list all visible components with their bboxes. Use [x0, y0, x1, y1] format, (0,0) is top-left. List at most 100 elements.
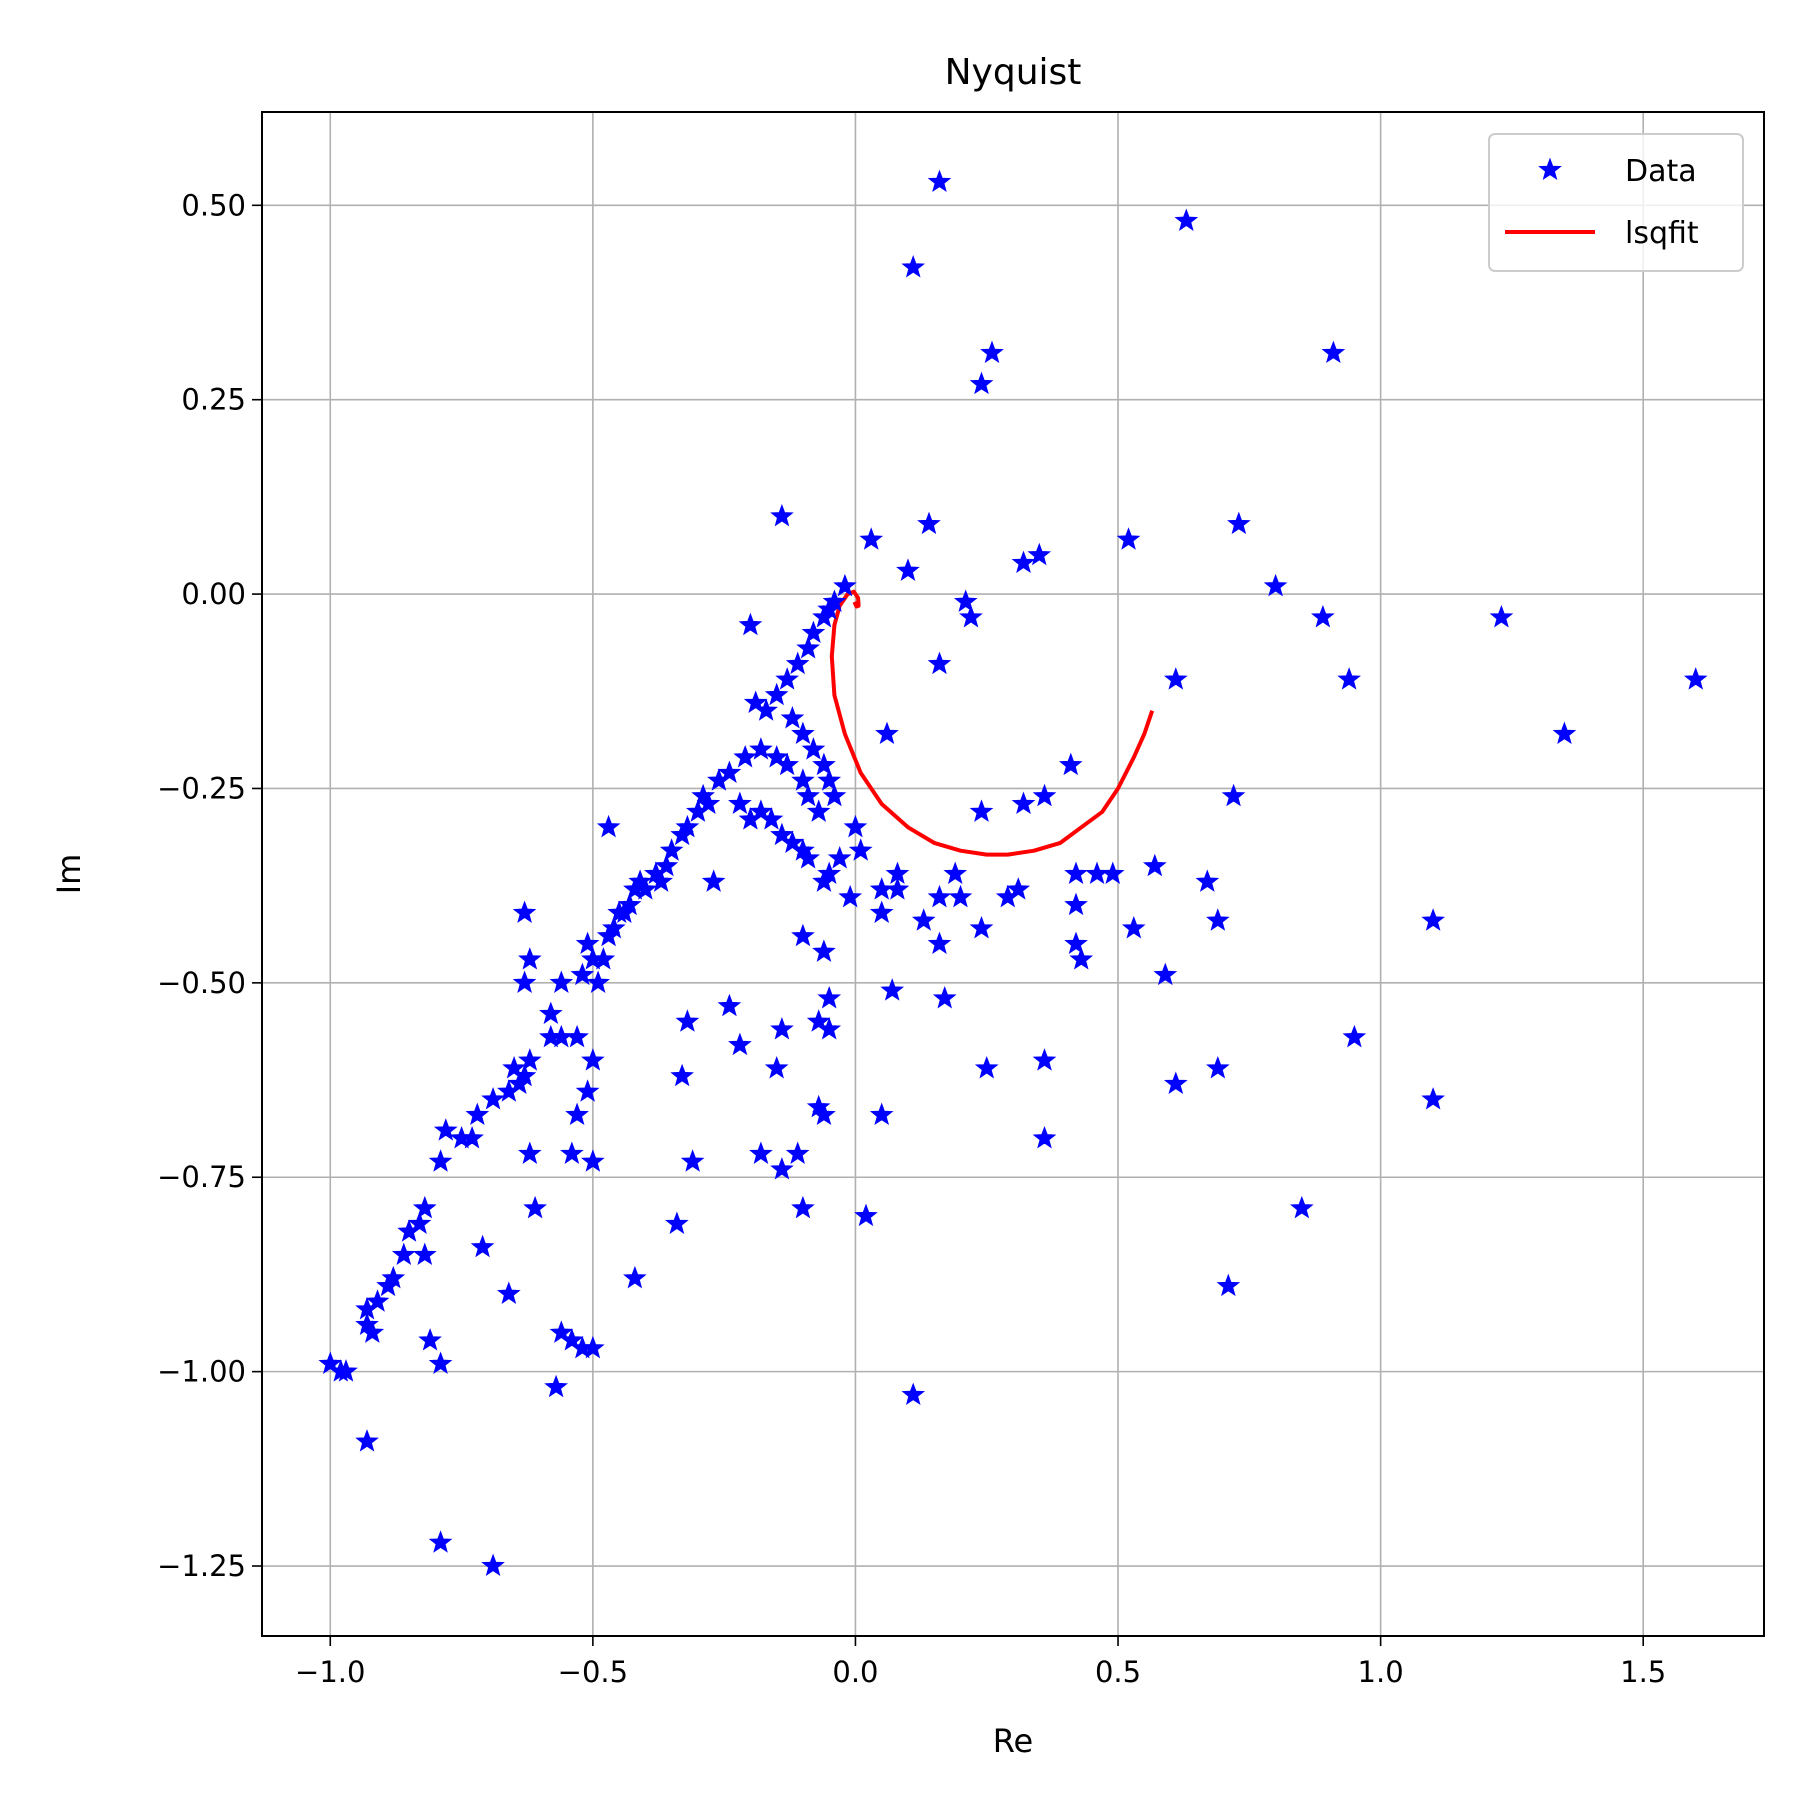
- data-point: [523, 1195, 547, 1219]
- data-point: [602, 915, 626, 939]
- data-point: [1011, 791, 1036, 815]
- data-point: [943, 861, 968, 885]
- data-point: [428, 1351, 453, 1374]
- legend-label-data: Data: [1625, 154, 1697, 189]
- data-point: [927, 651, 952, 675]
- data-point: [418, 1328, 442, 1351]
- data-point: [1153, 962, 1178, 986]
- data-point: [801, 620, 826, 644]
- data-point: [806, 799, 831, 822]
- data-point: [334, 1359, 358, 1382]
- data-point: [980, 340, 1004, 364]
- legend-label-lsqfit: lsqfit: [1625, 216, 1699, 251]
- data-point: [775, 752, 799, 776]
- data-point: [581, 1335, 605, 1359]
- data-point: [612, 900, 637, 923]
- data-point: [1064, 931, 1088, 955]
- data-point: [812, 869, 836, 892]
- data-point: [1206, 1055, 1230, 1079]
- data-point: [1142, 853, 1167, 877]
- data-point: [512, 900, 537, 923]
- data-point: [355, 1429, 379, 1452]
- data-point: [875, 721, 899, 745]
- data-point: [549, 970, 574, 993]
- data-point: [1032, 1048, 1057, 1071]
- data-point: [869, 1102, 894, 1126]
- data-point: [812, 939, 836, 962]
- data-point: [1058, 752, 1083, 776]
- data-point: [785, 1141, 810, 1164]
- data-point: [675, 1009, 700, 1032]
- data-point: [654, 853, 679, 877]
- data-point: [896, 558, 920, 581]
- y-tick-label: 0.25: [181, 383, 246, 417]
- data-point: [1342, 1024, 1367, 1048]
- data-point: [1421, 908, 1445, 931]
- data-point: [1163, 667, 1188, 690]
- data-point: [770, 1017, 794, 1040]
- data-point: [932, 985, 957, 1009]
- data-point: [770, 1157, 794, 1180]
- data-point: [817, 768, 842, 791]
- data-point: [1174, 208, 1199, 231]
- y-tick-label: −1.00: [157, 1355, 246, 1389]
- data-point: [575, 931, 600, 955]
- data-point: [497, 1079, 521, 1102]
- data-point: [581, 1048, 605, 1071]
- data-point: [596, 814, 621, 838]
- data-point: [880, 978, 905, 1001]
- data-point: [927, 169, 952, 193]
- data-point: [539, 1001, 563, 1025]
- data-series: [318, 169, 1708, 1577]
- data-point: [1489, 604, 1514, 628]
- x-axis-label: Re: [993, 1722, 1033, 1760]
- data-point: [780, 706, 805, 729]
- data-point: [796, 845, 820, 869]
- data-point: [575, 1079, 600, 1102]
- data-point: [796, 636, 820, 659]
- data-point: [633, 877, 658, 900]
- data-point: [717, 993, 742, 1017]
- data-point: [360, 1320, 385, 1343]
- data-point: [838, 884, 863, 908]
- grid-lines: [262, 112, 1764, 1636]
- data-point: [859, 527, 884, 550]
- data-point: [1121, 915, 1146, 939]
- data-point: [544, 1374, 568, 1398]
- data-point: [969, 915, 994, 939]
- data-point: [412, 1242, 437, 1266]
- data-point: [911, 908, 936, 931]
- data-point: [481, 1553, 505, 1577]
- y-tick-label: 0.50: [181, 188, 246, 222]
- data-point: [1027, 542, 1052, 566]
- data-point: [449, 1125, 474, 1149]
- data-point: [775, 667, 799, 690]
- data-point: [812, 1102, 836, 1126]
- data-point: [1216, 1273, 1241, 1297]
- data-point: [428, 1530, 453, 1553]
- data-point: [465, 1102, 490, 1126]
- data-point: [801, 737, 826, 760]
- data-point: [565, 1024, 589, 1048]
- data-point: [659, 838, 684, 861]
- data-point: [969, 371, 994, 395]
- data-point: [953, 589, 978, 612]
- data-point: [791, 1195, 815, 1219]
- data-point: [1290, 1195, 1314, 1219]
- data-point: [728, 791, 752, 815]
- data-point: [749, 737, 773, 760]
- data-point: [470, 1234, 495, 1258]
- data-point: [376, 1273, 400, 1297]
- y-axis-label: Im: [50, 854, 88, 895]
- data-point: [833, 573, 857, 597]
- data-point: [959, 604, 983, 628]
- y-tick-label: −0.75: [157, 1160, 246, 1194]
- data-point: [1011, 550, 1036, 574]
- data-point: [1227, 511, 1251, 535]
- data-point: [854, 1203, 878, 1227]
- data-point: [1116, 527, 1141, 550]
- data-point: [1032, 783, 1057, 807]
- data-point: [518, 1048, 542, 1071]
- data-point: [397, 1219, 421, 1242]
